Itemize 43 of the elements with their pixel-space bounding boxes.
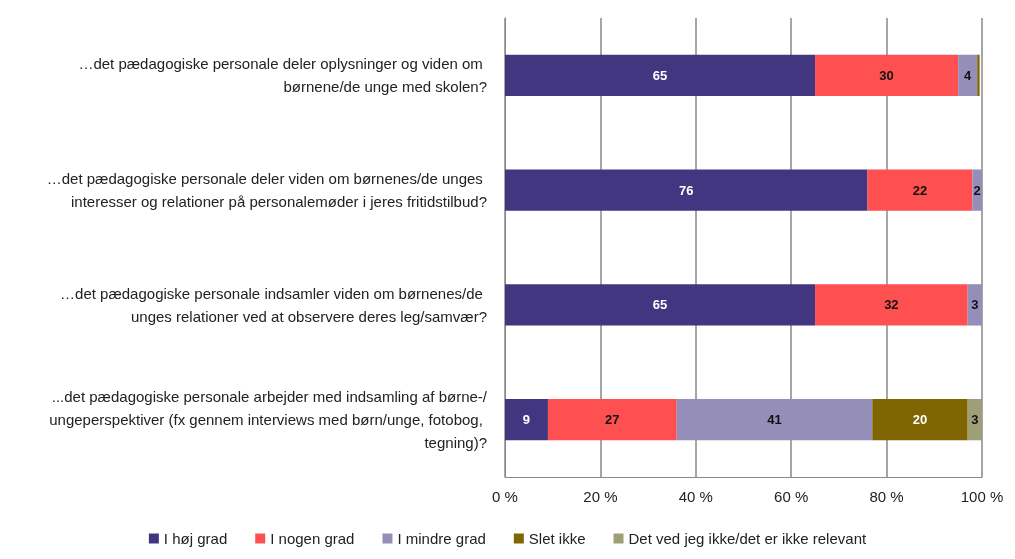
bar: [505, 284, 816, 326]
legend-label: I nogen grad: [270, 530, 355, 547]
data-label: 22: [912, 182, 928, 198]
data-label: 20: [912, 412, 928, 428]
legend-label: Det ved jeg ikke/det er ikke relevant: [628, 530, 867, 547]
data-label: 30: [879, 67, 894, 83]
data-label: 9: [522, 412, 531, 428]
data-label: 4: [964, 67, 973, 83]
data-label: 76: [679, 182, 694, 198]
data-label: 27: [605, 412, 620, 428]
bar: [547, 398, 677, 441]
bar: [815, 284, 968, 326]
bar: [867, 169, 973, 211]
bar: [958, 54, 978, 97]
data-label: 41: [767, 412, 782, 428]
data-label: 2: [973, 182, 981, 198]
data-label: 32: [884, 297, 899, 313]
y-tick-label: ...det pædagogiske personale arbejder med indsamling af børne-/ungeperspektiver (fx gennem interviews med børn/unge, fotobog, tegning)?: [49, 388, 488, 452]
legend-label: I mindre grad: [397, 530, 486, 547]
bar: [872, 398, 968, 441]
x-tick-label: 40 %: [678, 488, 713, 505]
y-tick-label: …det pædagogiske personale deler oplysninger og viden om børnene/de unge med skolen?: [78, 55, 487, 96]
legend-label: Slet ikke: [528, 530, 586, 547]
bar: [967, 284, 982, 326]
bar: [676, 398, 873, 441]
bar: [815, 54, 959, 97]
bar: [505, 169, 868, 211]
legend-label: I høj grad: [163, 530, 228, 547]
data-label: 65: [652, 67, 668, 83]
x-tick-label: 80 %: [869, 488, 904, 505]
y-tick-label: …det pædagogiske personale deler viden om børnenes/de unges interesser og relationer på personalemøder i jeres fritidstilbud?: [46, 170, 487, 211]
bar: [972, 169, 982, 211]
bar: [505, 54, 816, 97]
x-tick-label: 20 %: [583, 488, 618, 505]
y-tick-label: …det pædagogiske personale indsamler viden om børnenes/de unges relationer ved at observere deres leg/samvær?: [60, 284, 487, 325]
bar: [977, 54, 980, 97]
data-label: 3: [971, 412, 979, 428]
data-label: 3: [971, 297, 979, 313]
x-tick-label: 100 %: [960, 488, 1004, 505]
bar: [505, 398, 548, 441]
data-label: 65: [652, 297, 668, 313]
x-tick-label: 0 %: [492, 488, 518, 505]
x-tick-label: 60 %: [774, 488, 809, 505]
